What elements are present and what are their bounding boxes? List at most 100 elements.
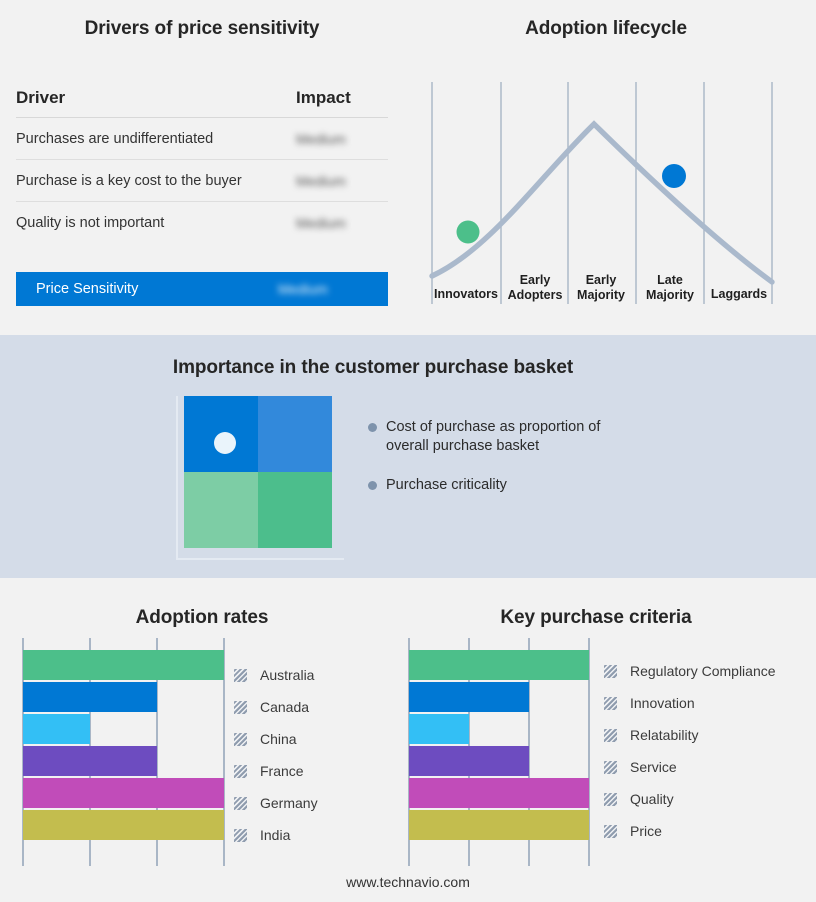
bar-relatability xyxy=(409,714,469,744)
gridline-3 xyxy=(588,638,590,866)
legend-label: China xyxy=(260,731,297,747)
lifecycle-bell-curve xyxy=(429,120,775,285)
hatch-swatch-icon xyxy=(234,796,247,810)
column-header-impact: Impact xyxy=(296,88,351,107)
basket-panel-title: Importance in the customer purchase bask… xyxy=(172,357,574,378)
section-band-middle xyxy=(0,335,816,578)
gridline-0 xyxy=(22,638,24,866)
legend-item: Germany xyxy=(234,787,318,819)
legend-label: Canada xyxy=(260,699,310,715)
driver-label: Purchases are undifferentiated xyxy=(16,130,214,147)
footer-url: www.technavio.com xyxy=(346,874,470,890)
hatch-swatch-icon xyxy=(234,732,247,746)
hatch-swatch-icon xyxy=(604,760,617,774)
adoption-lifecycle-chart: Innovators Early Adopters Early Majority L… xyxy=(420,74,792,314)
lifecycle-marker-innovators xyxy=(456,220,480,244)
lifecycle-marker-late-majority xyxy=(662,164,686,188)
legend-item: Quality xyxy=(604,783,776,815)
basket-axis-frame xyxy=(176,396,344,560)
basket-legend: Cost of purchase as proportion of overal… xyxy=(368,418,658,515)
legend-item: Cost of purchase as proportion of overal… xyxy=(368,418,658,456)
legend-item: China xyxy=(234,723,318,755)
driver-label: Purchase is a key cost to the buyer xyxy=(16,172,242,189)
table-header-row: Driver Impact xyxy=(16,88,388,118)
basket-quadrant-bottom-left xyxy=(184,472,258,548)
bar-germany xyxy=(23,778,224,808)
legend-item: France xyxy=(234,755,318,787)
price-sensitivity-summary-row: Price Sensitivity Medium xyxy=(16,272,388,306)
legend-label: India xyxy=(260,827,291,843)
legend-label: Cost of purchase as proportion of overal… xyxy=(386,419,601,454)
hatch-swatch-icon xyxy=(234,668,247,682)
legend-label: Service xyxy=(630,759,677,775)
legend-item: Relatability xyxy=(604,719,776,751)
hatch-swatch-icon xyxy=(234,828,247,842)
lifecycle-gridlines xyxy=(431,82,773,304)
table-row: Purchases are undifferentiated Medium xyxy=(16,118,388,160)
legend-label: Regulatory Compliance xyxy=(630,663,776,679)
lifecycle-stage-laggards: Laggards xyxy=(710,287,768,301)
legend-item: Innovation xyxy=(604,687,776,719)
bullet-dot-icon xyxy=(368,423,377,432)
summary-impact-value: Medium xyxy=(278,281,328,297)
legend-label: Quality xyxy=(630,791,674,807)
purchase-criteria-panel-title: Key purchase criteria xyxy=(500,607,692,628)
legend-item: Service xyxy=(604,751,776,783)
purchase-criteria-legend: Regulatory Compliance Innovation Relatab… xyxy=(604,655,776,847)
legend-label: Germany xyxy=(260,795,318,811)
lifecycle-stage-early-majority: Early Majority xyxy=(577,273,625,302)
basket-quadrant-grid xyxy=(184,396,332,548)
legend-item: Regulatory Compliance xyxy=(604,655,776,687)
hatch-swatch-icon xyxy=(604,824,617,838)
driver-label: Quality is not important xyxy=(16,215,165,231)
lifecycle-stage-early-adopters: Early Adopters xyxy=(507,273,563,302)
hatch-swatch-icon xyxy=(604,696,617,710)
purchase-criteria-plot xyxy=(408,638,592,866)
hatch-swatch-icon xyxy=(604,728,617,742)
legend-item: Price xyxy=(604,815,776,847)
adoption-rates-legend: Australia Canada China France Germany In… xyxy=(234,659,318,851)
gridline-3 xyxy=(223,638,225,866)
lifecycle-panel-title: Adoption lifecycle xyxy=(525,18,687,39)
summary-label: Price Sensitivity xyxy=(36,281,139,297)
lifecycle-stage-innovators: Innovators xyxy=(434,287,498,301)
adoption-rates-chart: Australia Canada China France Germany In… xyxy=(22,638,394,866)
hatch-swatch-icon xyxy=(234,700,247,714)
bar-canada xyxy=(23,682,157,712)
bar-price xyxy=(409,810,589,840)
legend-item: India xyxy=(234,819,318,851)
hatch-swatch-icon xyxy=(604,792,617,806)
bar-innovation xyxy=(409,682,529,712)
bar-australia xyxy=(23,650,224,680)
legend-label: Purchase criticality xyxy=(386,477,507,493)
key-purchase-criteria-chart: Regulatory Compliance Innovation Relatab… xyxy=(408,638,808,866)
basket-position-marker xyxy=(214,432,236,454)
legend-label: Innovation xyxy=(630,695,695,711)
legend-label: France xyxy=(260,763,304,779)
impact-value: Medium xyxy=(296,172,346,189)
column-header-driver: Driver xyxy=(16,88,66,107)
bar-france xyxy=(23,746,157,776)
impact-value: Medium xyxy=(296,215,346,231)
adoption-rates-panel-title: Adoption rates xyxy=(135,607,269,628)
bar-service xyxy=(409,746,529,776)
legend-item: Purchase criticality xyxy=(368,476,658,495)
hatch-swatch-icon xyxy=(604,664,617,678)
impact-value: Medium xyxy=(296,130,346,147)
lifecycle-stage-late-majority: Late Majority xyxy=(646,273,694,302)
basket-quadrant-bottom-right xyxy=(258,472,332,548)
legend-label: Relatability xyxy=(630,727,699,743)
bar-india xyxy=(23,810,224,840)
legend-item: Australia xyxy=(234,659,318,691)
purchase-basket-matrix xyxy=(176,396,344,560)
table-row: Quality is not important Medium xyxy=(16,202,388,244)
drivers-panel-title: Drivers of price sensitivity xyxy=(84,18,320,39)
gridline-0 xyxy=(408,638,410,866)
lifecycle-curve-svg xyxy=(429,82,775,304)
table-row: Purchase is a key cost to the buyer Medi… xyxy=(16,160,388,202)
adoption-rates-plot xyxy=(22,638,226,866)
bar-regulatory-compliance xyxy=(409,650,589,680)
bar-china xyxy=(23,714,90,744)
hatch-swatch-icon xyxy=(234,764,247,778)
